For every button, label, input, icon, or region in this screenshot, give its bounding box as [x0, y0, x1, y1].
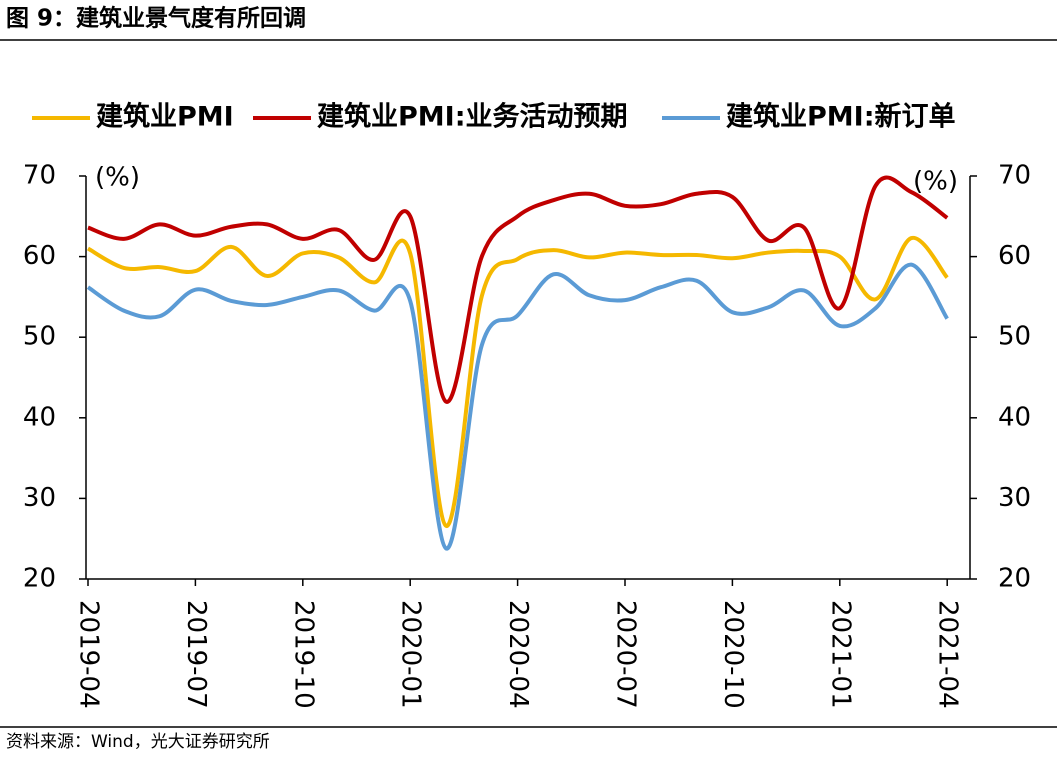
y2-tick-label: 40: [998, 402, 1031, 432]
x-tick-label: 2021-01: [825, 600, 855, 709]
chart-title: 图 9：建筑业景气度有所回调: [6, 5, 306, 32]
x-tick-label: 2020-01: [396, 600, 426, 709]
legend-label: 建筑业PMI:新订单: [726, 101, 956, 133]
y2-tick-label: 60: [998, 241, 1031, 271]
x-tick-label: 2019-04: [74, 600, 104, 709]
y2-tick-label: 30: [998, 483, 1031, 513]
y-tick-label: 70: [23, 161, 56, 191]
series-line: [87, 236, 949, 528]
y-tick-label: 30: [23, 483, 56, 513]
y-tick-label: 60: [23, 241, 56, 271]
x-tick-label: 2019-07: [181, 600, 211, 709]
x-tick-label: 2019-10: [288, 600, 318, 709]
legend-label: 建筑业PMI: [96, 101, 234, 133]
legend-label: 建筑业PMI:业务活动预期: [317, 101, 628, 133]
x-tick-label: 2020-10: [718, 600, 748, 709]
y2-tick-label: 70: [998, 161, 1031, 191]
y-tick-label: 50: [23, 322, 56, 352]
source: 资料来源：Wind，光大证券研究所: [6, 732, 270, 752]
y-label: (%): [95, 163, 140, 193]
y2-tick-label: 50: [998, 322, 1031, 352]
series-line: [87, 175, 949, 404]
y2-label: (%): [913, 167, 958, 197]
x-tick-label: 2021-04: [933, 600, 963, 709]
y-tick-label: 20: [23, 564, 56, 594]
x-tick-label: 2020-04: [503, 600, 533, 709]
y-tick-label: 40: [23, 402, 56, 432]
y2-tick-label: 20: [998, 564, 1031, 594]
series-line: [86, 262, 949, 551]
x-tick-label: 2020-07: [611, 600, 641, 709]
